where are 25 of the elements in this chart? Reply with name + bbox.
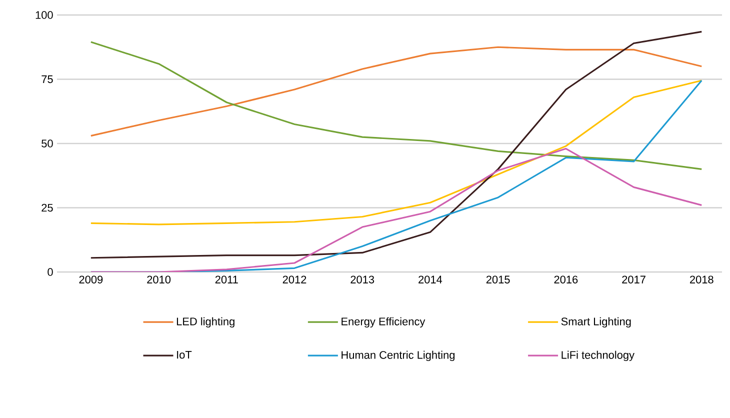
legend-label: IoT bbox=[177, 351, 192, 359]
line-series bbox=[90, 41, 702, 170]
legend-label: Human Centric Lighting bbox=[342, 350, 455, 362]
legend-label: Energy Efficiency bbox=[342, 317, 426, 328]
x-tick-label: 2018 bbox=[690, 276, 714, 284]
legend-label: Smart Lighting bbox=[561, 317, 631, 328]
y-tick-label: 100 bbox=[36, 11, 53, 19]
x-tick-label: 2011 bbox=[215, 276, 238, 284]
y-tick-label: 50 bbox=[42, 140, 53, 148]
line-series bbox=[90, 148, 702, 272]
legend-label: LiFi technology bbox=[562, 350, 634, 362]
x-tick-label: 2014 bbox=[418, 276, 442, 284]
x-tick-label: 2010 bbox=[147, 276, 171, 284]
x-tick-label: 2012 bbox=[282, 276, 306, 284]
x-tick-label: 2015 bbox=[486, 276, 510, 284]
y-tick-label: 0 bbox=[48, 268, 53, 276]
legend-label: LED lighting bbox=[176, 317, 234, 328]
x-tick-label: 2009 bbox=[79, 276, 103, 284]
y-tick-label: 25 bbox=[42, 204, 53, 212]
y-tick-label: 75 bbox=[42, 75, 53, 84]
x-tick-label: 2016 bbox=[554, 276, 578, 284]
x-tick-label: 2017 bbox=[622, 276, 646, 284]
x-tick-label: 2013 bbox=[350, 276, 374, 284]
line-series bbox=[90, 80, 702, 226]
line-series bbox=[90, 46, 702, 137]
